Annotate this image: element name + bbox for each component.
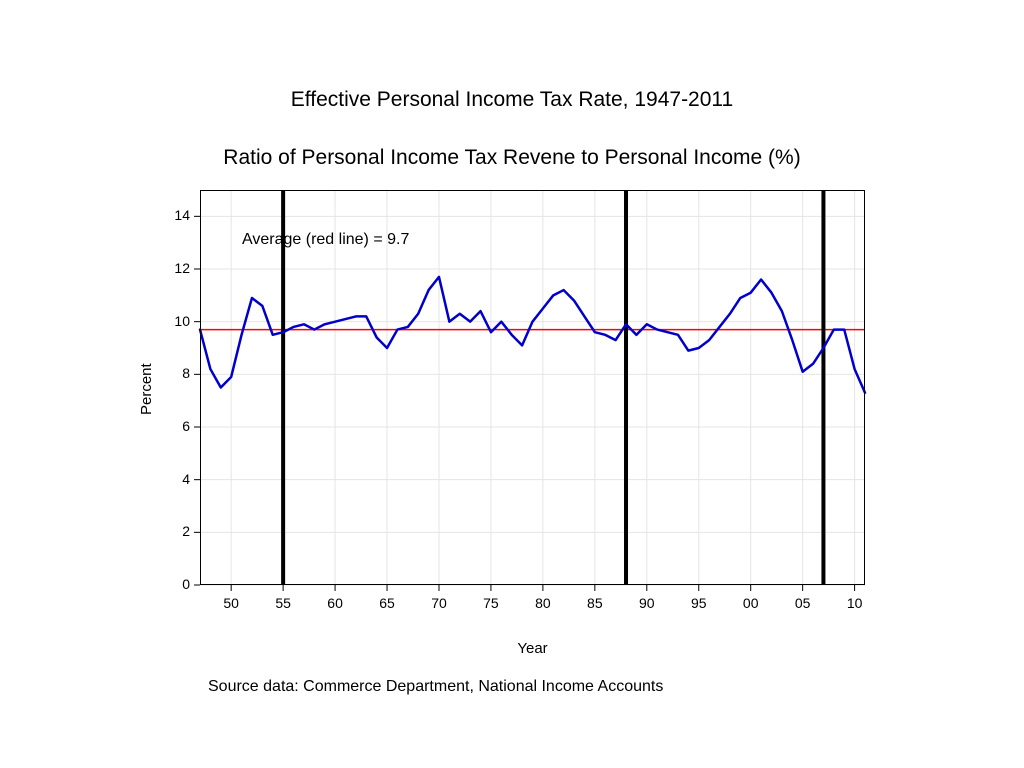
x-tick-label: 55 bbox=[271, 595, 295, 611]
y-tick-label: 10 bbox=[174, 313, 190, 329]
y-axis-label: Percent bbox=[138, 363, 155, 415]
x-tick-label: 95 bbox=[687, 595, 711, 611]
x-tick-label: 05 bbox=[791, 595, 815, 611]
y-tick-label: 8 bbox=[182, 365, 190, 381]
page: Effective Personal Income Tax Rate, 1947… bbox=[0, 0, 1024, 768]
x-axis-label: Year bbox=[200, 640, 865, 657]
chart-subtitle: Ratio of Personal Income Tax Revene to P… bbox=[0, 146, 1024, 170]
source-text: Source data: Commerce Department, Nation… bbox=[208, 678, 663, 696]
y-tick-label: 6 bbox=[182, 418, 190, 434]
y-tick-label: 12 bbox=[174, 260, 190, 276]
chart-svg bbox=[200, 190, 865, 585]
x-tick-label: 70 bbox=[427, 595, 451, 611]
x-tick-label: 90 bbox=[635, 595, 659, 611]
y-tick-label: 0 bbox=[182, 576, 190, 592]
y-tick-label: 2 bbox=[182, 523, 190, 539]
chart-title: Effective Personal Income Tax Rate, 1947… bbox=[0, 88, 1024, 112]
x-tick-label: 50 bbox=[219, 595, 243, 611]
x-tick-label: 00 bbox=[739, 595, 763, 611]
x-tick-label: 65 bbox=[375, 595, 399, 611]
y-tick-label: 4 bbox=[182, 471, 190, 487]
x-tick-label: 75 bbox=[479, 595, 503, 611]
x-tick-label: 60 bbox=[323, 595, 347, 611]
annotation-text: Average (red line) = 9.7 bbox=[242, 231, 409, 249]
x-tick-label: 85 bbox=[583, 595, 607, 611]
x-tick-label: 10 bbox=[843, 595, 867, 611]
y-tick-label: 14 bbox=[174, 207, 190, 223]
x-tick-label: 80 bbox=[531, 595, 555, 611]
chart-area bbox=[200, 190, 865, 585]
